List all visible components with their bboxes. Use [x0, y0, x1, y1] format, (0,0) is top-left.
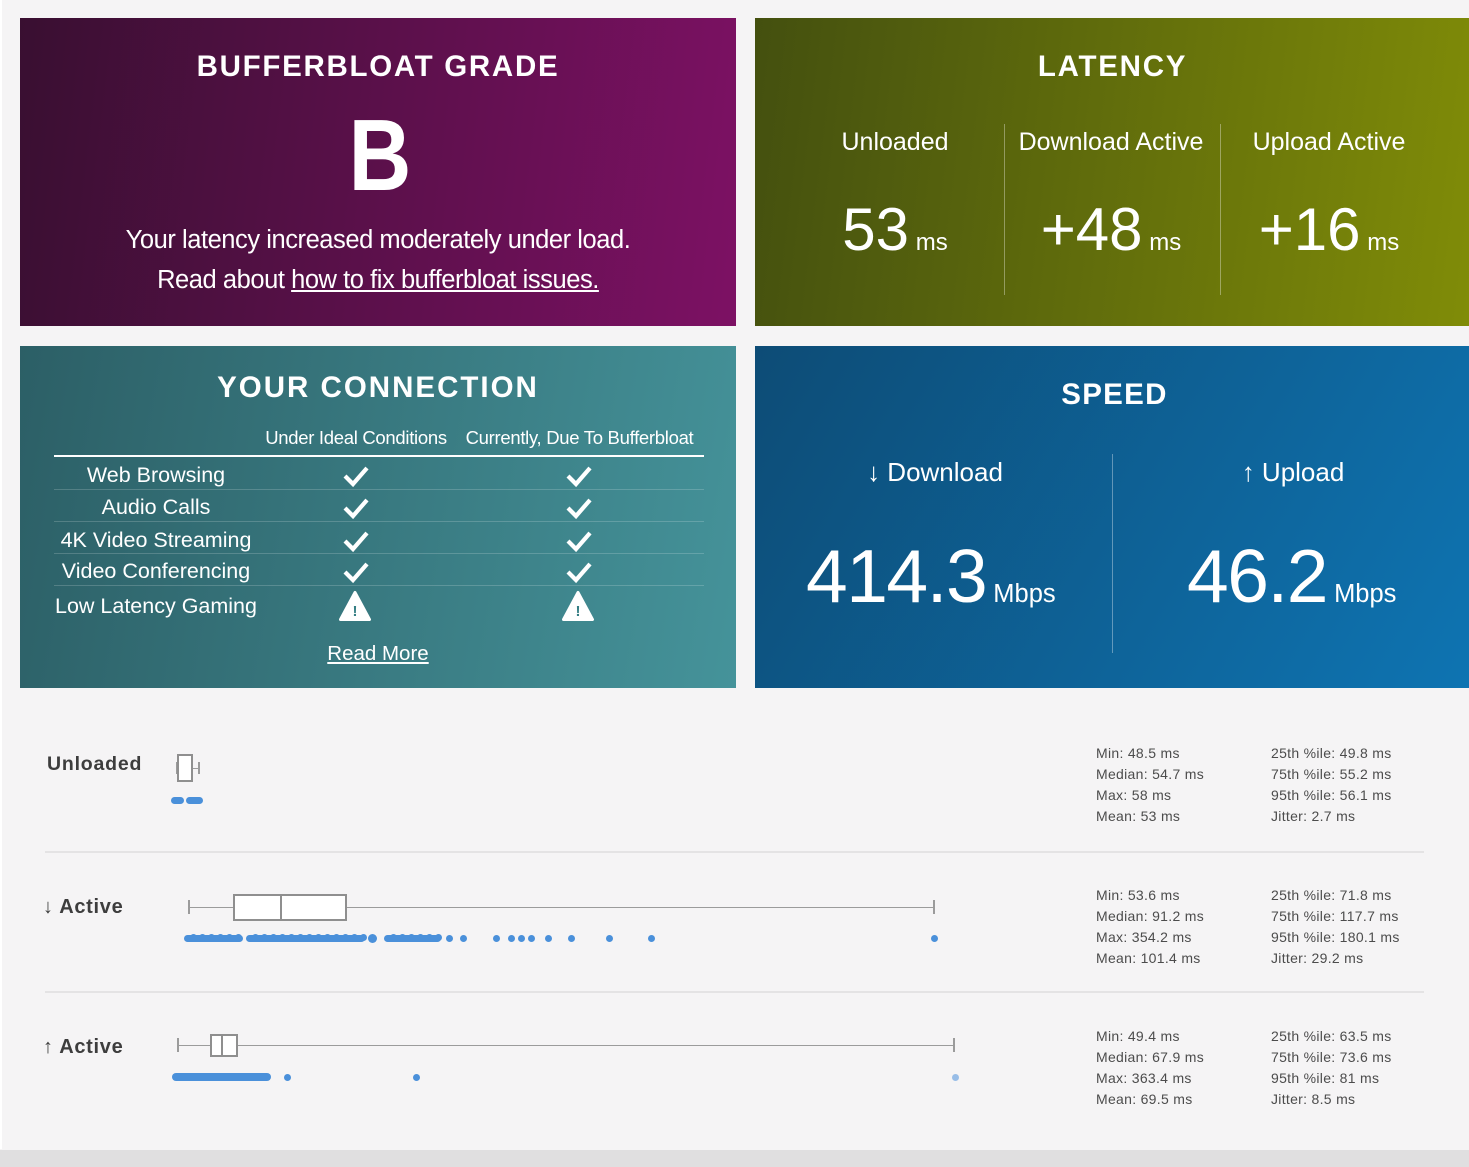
svg-text:!: !	[353, 603, 358, 620]
svg-text:!: !	[576, 603, 581, 620]
